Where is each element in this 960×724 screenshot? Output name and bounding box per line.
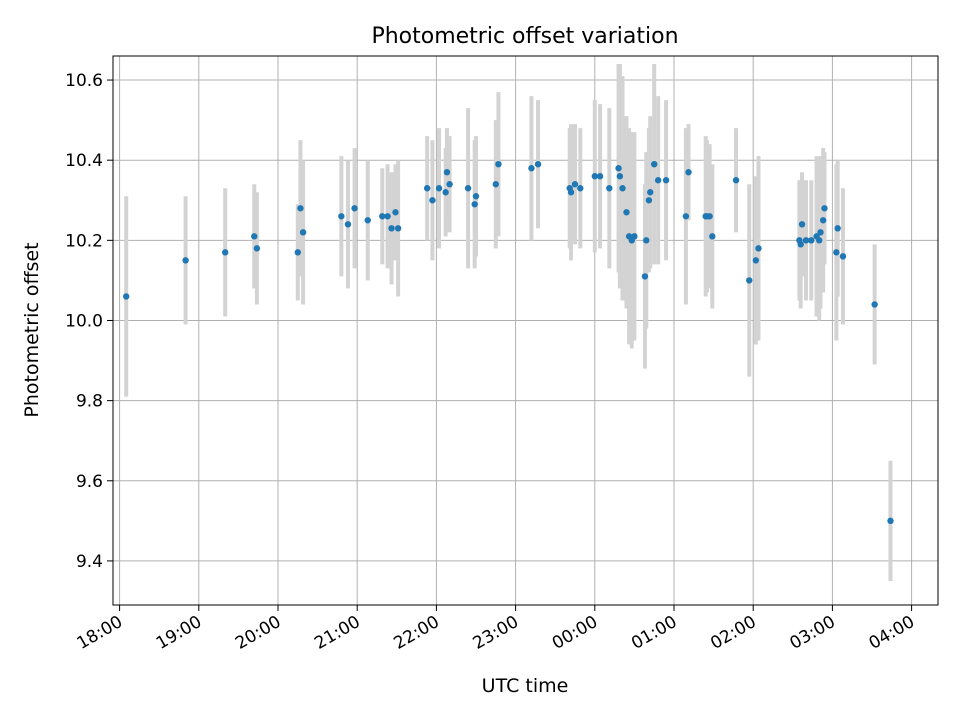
data-point xyxy=(709,233,716,240)
data-point xyxy=(384,213,391,220)
data-point xyxy=(344,221,352,228)
data-point xyxy=(839,253,847,260)
data-point xyxy=(641,273,649,280)
data-point xyxy=(596,173,604,180)
data-point xyxy=(643,237,650,244)
x-axis-label: UTC time xyxy=(482,675,569,697)
data-point xyxy=(631,233,638,240)
data-point xyxy=(606,185,613,192)
data-point xyxy=(294,249,301,256)
grid-layer xyxy=(113,56,938,605)
data-point xyxy=(442,189,449,196)
data-point xyxy=(816,237,823,244)
data-point xyxy=(755,245,762,252)
data-point xyxy=(798,221,806,228)
data-point xyxy=(616,173,624,180)
data-point xyxy=(495,160,502,168)
y-tick-label: 9.8 xyxy=(76,392,103,412)
data-point xyxy=(662,177,670,184)
data-point xyxy=(685,169,692,176)
chart-title: Photometric offset variation xyxy=(371,24,678,49)
data-point xyxy=(651,160,658,168)
data-point xyxy=(379,213,386,220)
plot-frame xyxy=(112,55,939,606)
data-point xyxy=(251,233,258,240)
y-tick-label: 10.2 xyxy=(65,231,103,251)
data-point xyxy=(435,185,443,192)
data-point xyxy=(797,241,804,248)
data-point xyxy=(577,185,584,192)
y-tick-label: 9.6 xyxy=(76,472,103,492)
data-point xyxy=(623,209,630,216)
y-tick-label: 10.4 xyxy=(65,151,103,171)
data-point xyxy=(471,201,478,208)
data-point xyxy=(472,193,480,200)
data-point xyxy=(706,213,713,220)
data-point xyxy=(297,205,304,212)
y-axis-label: Photometric offset xyxy=(21,242,43,417)
data-point xyxy=(752,257,760,264)
data-point xyxy=(682,213,690,220)
data-point xyxy=(817,229,824,236)
data-point xyxy=(746,277,753,284)
data-point xyxy=(571,181,579,188)
data-point xyxy=(802,237,810,244)
data-point xyxy=(619,185,626,192)
data-point xyxy=(351,205,358,212)
data-point xyxy=(446,181,453,188)
data-point xyxy=(534,160,542,168)
data-point xyxy=(182,257,189,264)
data-point xyxy=(429,197,436,204)
y-tick-label: 10.6 xyxy=(65,71,103,91)
data-point xyxy=(443,169,451,176)
data-point xyxy=(647,189,654,196)
data-point xyxy=(492,181,499,188)
data-point xyxy=(423,185,431,192)
data-point xyxy=(528,165,535,172)
data-point xyxy=(222,249,229,256)
data-point xyxy=(392,209,399,216)
data-point xyxy=(887,517,894,525)
data-point xyxy=(591,173,598,180)
data-point xyxy=(567,189,575,196)
data-point xyxy=(654,177,662,184)
data-point xyxy=(645,197,653,204)
data-point xyxy=(819,217,827,224)
y-tick-label: 10.0 xyxy=(65,311,103,331)
data-point xyxy=(388,225,395,232)
data-point xyxy=(253,245,261,252)
data-point xyxy=(833,249,840,256)
y-tick-label: 9.4 xyxy=(76,552,103,572)
data-point xyxy=(364,217,371,224)
data-point xyxy=(732,177,740,184)
data-point xyxy=(299,229,307,236)
data-point xyxy=(464,185,472,192)
data-point xyxy=(808,237,815,244)
data-point xyxy=(834,225,841,232)
data-point xyxy=(871,301,878,308)
data-point xyxy=(123,293,130,300)
data-point xyxy=(821,205,828,212)
data-point xyxy=(615,165,622,172)
data-point xyxy=(338,213,345,220)
point-layer xyxy=(123,160,894,525)
data-point xyxy=(394,225,402,232)
